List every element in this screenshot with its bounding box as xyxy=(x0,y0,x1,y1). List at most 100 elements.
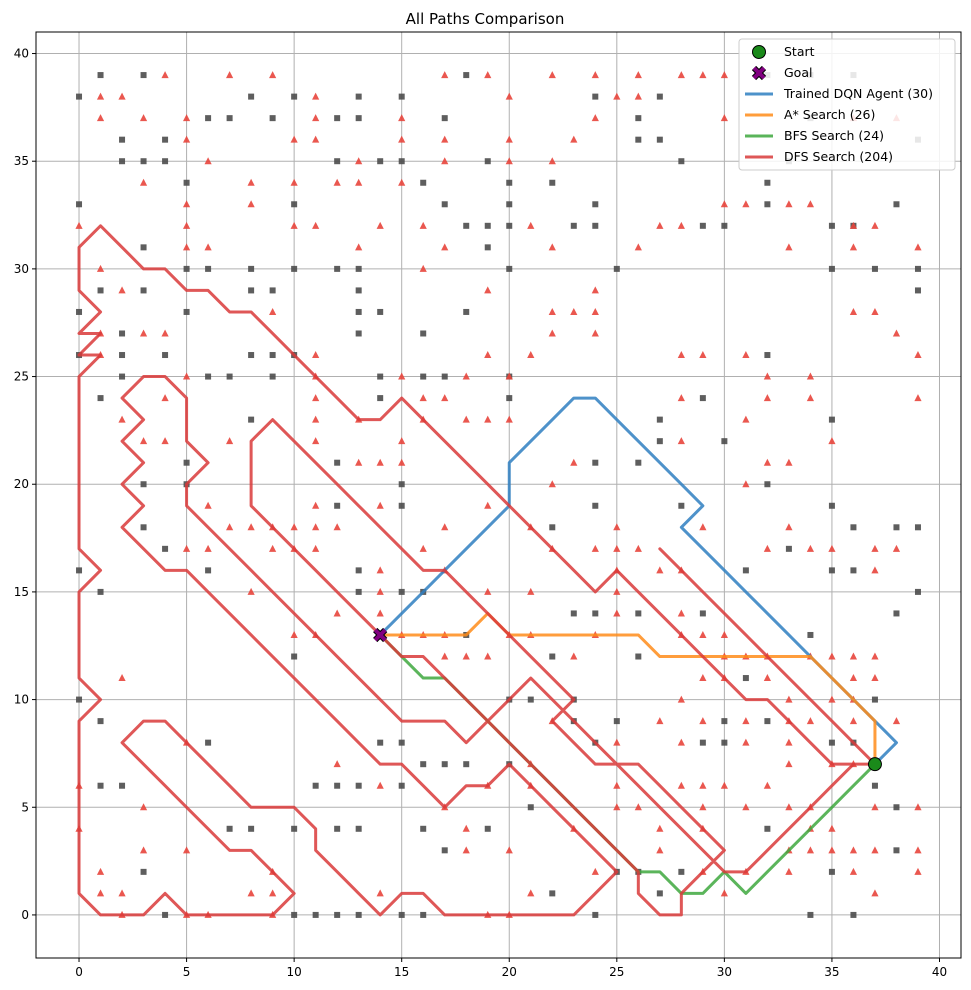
obstacle-square xyxy=(893,524,900,531)
obstacle-triangle xyxy=(139,329,148,337)
obstacle-triangle xyxy=(806,372,815,380)
obstacle-square xyxy=(377,158,384,165)
obstacle-triangle xyxy=(828,824,836,832)
obstacle-square xyxy=(678,158,685,165)
obstacle-triangle xyxy=(376,609,384,617)
obstacle-square xyxy=(291,653,298,660)
obstacle-triangle xyxy=(613,803,621,811)
obstacle-square xyxy=(398,481,405,488)
obstacle-triangle xyxy=(871,846,879,854)
obstacle-square xyxy=(656,136,663,143)
obstacle-triangle xyxy=(591,286,599,294)
goal-marker xyxy=(373,627,388,643)
obstacle-triangle xyxy=(96,264,105,272)
obstacle-triangle xyxy=(914,394,922,402)
obstacle-triangle xyxy=(656,221,664,229)
obstacle-triangle xyxy=(548,480,556,488)
obstacle-triangle xyxy=(656,846,664,854)
obstacle-square xyxy=(355,287,362,294)
obstacle-square xyxy=(656,438,663,445)
obstacle-triangle xyxy=(484,71,492,79)
obstacle-square xyxy=(140,287,147,294)
obstacle-triangle xyxy=(613,781,621,789)
obstacle-triangle xyxy=(484,652,492,660)
obstacle-triangle xyxy=(742,415,750,423)
obstacle-square xyxy=(721,739,728,746)
obstacle-triangle xyxy=(247,587,255,595)
obstacle-square xyxy=(420,330,427,337)
obstacle-triangle xyxy=(828,437,836,445)
legend-series-label-1: A* Search (26) xyxy=(784,107,875,122)
obstacle-triangle xyxy=(312,92,320,100)
obstacle-square xyxy=(226,373,233,380)
obstacle-triangle xyxy=(763,674,771,682)
obstacle-square xyxy=(592,502,599,509)
obstacle-triangle xyxy=(613,544,621,552)
y-tick-label: 0 xyxy=(21,908,29,922)
obstacle-square xyxy=(893,847,900,854)
obstacle-square xyxy=(140,72,147,79)
obstacle-square xyxy=(699,222,706,229)
obstacle-square xyxy=(312,911,319,918)
obstacle-triangle xyxy=(806,717,815,725)
obstacle-triangle xyxy=(505,92,513,100)
obstacle-square xyxy=(140,868,147,875)
obstacle-triangle xyxy=(269,307,277,315)
obstacle-triangle xyxy=(548,329,556,337)
obstacle-triangle xyxy=(763,458,771,466)
obstacle-triangle xyxy=(699,523,707,531)
y-tick-label: 25 xyxy=(14,370,29,384)
obstacle-square xyxy=(183,308,190,315)
obstacle-triangle xyxy=(96,889,105,897)
series-line-1 xyxy=(378,611,877,766)
obstacle-square xyxy=(162,545,169,552)
obstacle-square xyxy=(441,115,448,122)
obstacle-square xyxy=(377,739,384,746)
obstacle-triangle xyxy=(699,351,707,359)
obstacle-triangle xyxy=(656,566,664,574)
obstacle-triangle xyxy=(763,394,771,402)
obstacle-triangle xyxy=(204,243,212,251)
obstacle-triangle xyxy=(505,846,513,854)
obstacle-square xyxy=(463,222,470,229)
start-marker xyxy=(867,757,882,772)
obstacle-triangle xyxy=(355,157,363,165)
obstacle-triangle xyxy=(290,178,298,186)
obstacle-square xyxy=(97,395,104,402)
obstacle-triangle xyxy=(527,587,535,595)
obstacle-triangle xyxy=(785,200,793,208)
obstacle-square xyxy=(635,136,642,143)
obstacle-triangle xyxy=(333,760,341,768)
obstacle-triangle xyxy=(763,781,771,789)
obstacle-square xyxy=(699,395,706,402)
series-line-3 xyxy=(77,224,877,917)
obstacle-square xyxy=(76,696,83,703)
obstacle-square xyxy=(291,265,298,272)
obstacle-triangle xyxy=(247,889,255,897)
obstacle-triangle xyxy=(548,243,556,251)
x-tick-label: 0 xyxy=(75,965,83,979)
obstacle-triangle xyxy=(548,71,556,79)
obstacle-square xyxy=(570,222,577,229)
obstacle-triangle xyxy=(720,781,728,789)
obstacle-triangle xyxy=(634,544,642,552)
obstacle-square xyxy=(140,158,147,165)
obstacle-triangle xyxy=(634,71,642,79)
obstacle-triangle xyxy=(226,437,234,445)
obstacle-triangle xyxy=(312,114,320,122)
obstacle-triangle xyxy=(247,523,255,531)
obstacle-square xyxy=(355,588,362,595)
obstacle-square xyxy=(420,373,427,380)
grid-lines xyxy=(36,32,961,958)
obstacle-square xyxy=(871,265,878,272)
obstacle-triangle xyxy=(376,587,384,595)
obstacle-square xyxy=(334,502,341,509)
obstacle-triangle xyxy=(505,135,513,143)
obstacle-triangle xyxy=(677,695,685,703)
obstacle-square xyxy=(97,588,104,595)
obstacle-triangle xyxy=(441,71,449,79)
x-tick-label: 40 xyxy=(932,965,947,979)
axis-ticks: 0 5 10 15 20 25 30 35 40 0 5 10 15 20 25 30 35 40 xyxy=(14,47,947,979)
obstacle-triangle xyxy=(849,846,858,854)
